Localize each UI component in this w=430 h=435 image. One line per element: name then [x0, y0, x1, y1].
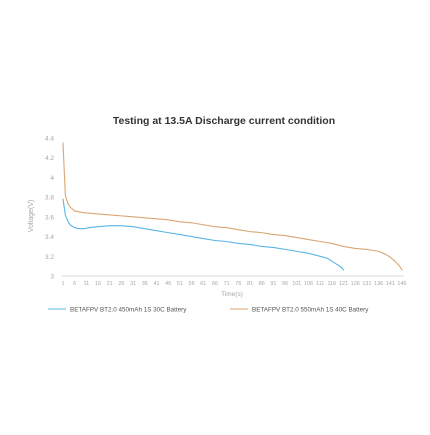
chart-title: Testing at 13.5A Discharge current condi… [113, 115, 335, 127]
x-tick-label: 91 [270, 281, 276, 287]
x-tick-label: 81 [247, 281, 253, 287]
x-tick-label: 6 [73, 281, 76, 287]
x-tick-label: 111 [316, 281, 324, 287]
x-tick-label: 46 [165, 281, 171, 287]
y-tick-label: 4.4 [45, 136, 54, 143]
series-line-2 [62, 142, 403, 271]
x-tick-label: 131 [362, 281, 371, 287]
x-tick-labels: 1 6 11 16 21 26 31 36 41 46 51 56 61 66 71 76 81 86 91 96 10… [61, 281, 406, 287]
x-tick-label: 31 [130, 281, 136, 287]
y-tick-label: 3.8 [45, 195, 54, 202]
x-tick-label: 96 [282, 281, 288, 287]
y-tick-label: 3 [50, 274, 54, 281]
x-tick-label: 71 [224, 281, 230, 287]
x-tick-label: 116 [327, 281, 336, 287]
x-tick-label: 16 [95, 281, 101, 287]
x-tick-label: 41 [153, 281, 159, 287]
y-tick-label: 3.2 [45, 254, 54, 261]
x-tick-label: 1 [61, 281, 64, 287]
y-tick-label: 4.2 [45, 155, 54, 162]
x-tick-label: 36 [142, 281, 148, 287]
x-tick-label: 121 [339, 281, 348, 287]
x-tick-label: 21 [107, 281, 113, 287]
y-tick-labels: 3 3.2 3.4 3.6 3.8 4 4.2 4.4 [45, 136, 54, 281]
x-tick-label: 126 [351, 281, 360, 287]
legend-label-2: BETAFPV BT2.0 550mAh 1S 40C Battery [252, 307, 369, 314]
x-tick-label: 86 [259, 281, 265, 287]
x-tick-label: 26 [118, 281, 124, 287]
x-tick-label: 56 [189, 281, 195, 287]
x-tick-label: 51 [177, 281, 183, 287]
y-tick-label: 3.6 [45, 214, 54, 221]
x-tick-label: 106 [304, 281, 313, 287]
y-tick-label: 3.4 [45, 234, 54, 241]
x-tick-label: 136 [374, 281, 383, 287]
y-axis-label: Voltage(V) [28, 200, 35, 233]
legend: BETAFPV BT2.0 450mAh 1S 30C Battery BETAF… [48, 307, 369, 314]
y-tick-label: 4 [50, 175, 54, 182]
series-lines [62, 142, 403, 271]
x-axis-label: Time(s) [221, 291, 243, 298]
x-tick-label: 11 [84, 281, 90, 287]
x-tick-label: 146 [397, 281, 406, 287]
x-tick-label: 141 [386, 281, 395, 287]
x-tick-label: 76 [235, 281, 241, 287]
x-tick-label: 101 [292, 281, 301, 287]
series-line-1 [62, 198, 345, 271]
x-tick-label: 61 [200, 281, 206, 287]
legend-label-1: BETAFPV BT2.0 450mAh 1S 30C Battery [70, 307, 187, 314]
x-tick-label: 66 [212, 281, 218, 287]
